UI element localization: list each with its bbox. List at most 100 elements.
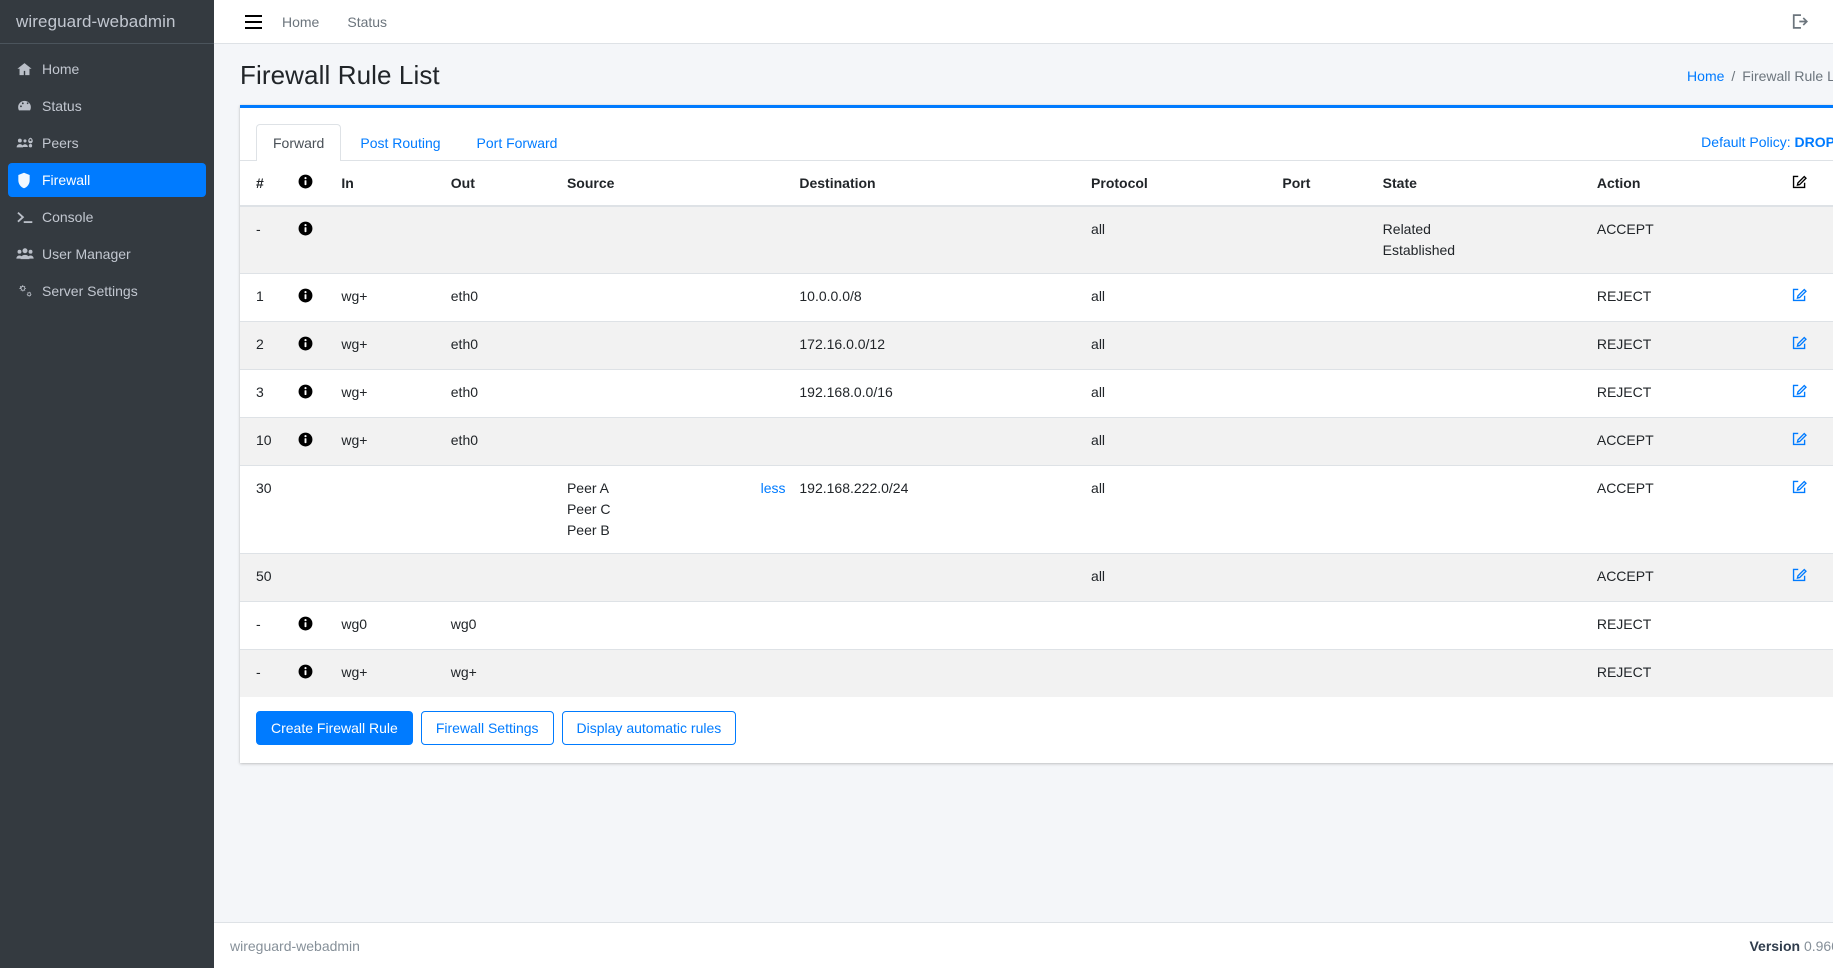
sidebar-item-home[interactable]: Home <box>8 52 206 86</box>
header-state: State <box>1374 161 1589 207</box>
info-icon[interactable] <box>298 664 313 685</box>
cell-state <box>1374 465 1589 554</box>
sidebar-item-firewall[interactable]: Firewall <box>8 163 206 197</box>
topbar-item-home[interactable]: Home <box>282 13 320 30</box>
cell-num: - <box>240 649 291 697</box>
hamburger-icon[interactable] <box>238 7 268 37</box>
tab-port-forward[interactable]: Port Forward <box>476 135 558 151</box>
breadcrumb-home[interactable]: Home <box>1687 67 1725 84</box>
table-row: 30 Peer A Peer C Peer B less 192.168.222.0/24… <box>240 465 1833 554</box>
terminal-icon <box>16 209 42 226</box>
card-wrapper: Forward Post Routing Port Forward Defaul… <box>214 105 1833 763</box>
cell-out: eth0 <box>442 321 559 370</box>
source-item: Peer C <box>566 501 611 517</box>
header-source-extra <box>752 161 792 207</box>
info-icon[interactable] <box>298 616 313 637</box>
cell-num: 3 <box>240 369 291 418</box>
cell-source <box>558 369 753 418</box>
cell-in: wg0 <box>333 601 443 650</box>
cell-info <box>290 273 334 322</box>
edit-icon[interactable] <box>1791 478 1808 501</box>
content-spacer <box>214 763 1833 922</box>
cell-destination: 172.16.0.0/12 <box>791 321 1084 370</box>
cell-out: eth0 <box>442 369 559 418</box>
create-firewall-rule-button[interactable]: Create Firewall Rule <box>256 711 413 745</box>
source-item: Peer B <box>566 522 610 538</box>
edit-icon[interactable] <box>1791 173 1808 193</box>
info-icon[interactable] <box>298 336 313 357</box>
cell-source-toggle <box>752 273 792 322</box>
edit-icon[interactable] <box>1791 430 1808 453</box>
cell-protocol <box>1083 601 1275 650</box>
source-item: Peer A <box>566 480 609 496</box>
cell-source-toggle <box>752 321 792 370</box>
cell-destination <box>791 553 1084 602</box>
cell-protocol <box>1083 649 1275 697</box>
cell-out: eth0 <box>442 417 559 466</box>
breadcrumb-current: Firewall Rule Lis <box>1742 67 1833 84</box>
tabs-row: Forward Post Routing Port Forward Defaul… <box>240 124 1833 161</box>
sidebar-item-console[interactable]: Console <box>8 200 206 234</box>
users-icon <box>16 246 42 263</box>
cell-in: wg+ <box>333 273 443 322</box>
sidebar-item-peers[interactable]: Peers <box>8 126 206 160</box>
card-body: Forward Post Routing Port Forward Defaul… <box>240 108 1833 763</box>
logout-icon[interactable] <box>1781 5 1815 39</box>
info-icon[interactable] <box>298 221 313 242</box>
cell-protocol: all <box>1083 417 1275 466</box>
sidebar-nav: Home Status Peers <box>0 44 214 311</box>
source-toggle-link[interactable]: less <box>760 480 786 496</box>
cell-info <box>290 465 334 554</box>
tab-post-routing[interactable]: Post Routing <box>360 135 441 151</box>
sidebar-item-user-manager[interactable]: User Manager <box>8 237 206 271</box>
cell-source <box>558 205 753 274</box>
header-source: Source <box>558 161 753 207</box>
sidebar-item-status[interactable]: Status <box>8 89 206 123</box>
header-destination: Destination <box>791 161 1084 207</box>
cell-info <box>290 553 334 602</box>
edit-icon[interactable] <box>1791 566 1808 589</box>
cell-out: eth0 <box>442 273 559 322</box>
tab-forward[interactable]: Forward <box>256 124 342 161</box>
sidebar-item-server-settings[interactable]: Server Settings <box>8 274 206 308</box>
header-port: Port <box>1274 161 1375 207</box>
cell-num: - <box>240 601 291 650</box>
info-icon[interactable] <box>298 288 313 309</box>
display-automatic-rules-button[interactable]: Display automatic rules <box>561 711 737 745</box>
cell-edit <box>1782 601 1833 650</box>
footer: wireguard-webadmin Version 0.960 <box>214 922 1833 968</box>
default-policy-label: Default Policy: <box>1701 134 1791 150</box>
cell-protocol: all <box>1083 465 1275 554</box>
gauge-icon <box>16 98 42 115</box>
topbar-item-status[interactable]: Status <box>347 13 388 30</box>
default-policy[interactable]: Default Policy: DROP <box>1701 134 1833 160</box>
action-button-row: Create Firewall Rule Firewall Settings D… <box>240 697 1833 749</box>
header-edit-icon[interactable] <box>1782 161 1833 207</box>
sidebar-item-label: Console <box>42 209 94 225</box>
footer-left: wireguard-webadmin <box>230 937 360 954</box>
edit-icon[interactable] <box>1791 334 1808 357</box>
cell-source-toggle <box>752 205 792 274</box>
header-out: Out <box>442 161 559 207</box>
cell-out: wg+ <box>442 649 559 697</box>
edit-icon[interactable] <box>1791 286 1808 309</box>
cell-protocol: all <box>1083 205 1275 274</box>
edit-icon[interactable] <box>1791 382 1808 405</box>
cell-port <box>1274 321 1375 370</box>
cell-source <box>558 273 753 322</box>
state-item: Established <box>1382 242 1456 258</box>
cell-action: REJECT <box>1588 601 1783 650</box>
brand-label: wireguard-webadmin <box>16 11 176 31</box>
cell-source-toggle <box>752 553 792 602</box>
cell-edit <box>1782 369 1833 418</box>
info-icon[interactable] <box>298 384 313 405</box>
sidebar-brand[interactable]: wireguard-webadmin <box>0 0 214 44</box>
firewall-settings-button[interactable]: Firewall Settings <box>420 711 554 745</box>
cell-source-toggle <box>752 649 792 697</box>
info-icon[interactable] <box>298 432 313 453</box>
cell-port <box>1274 553 1375 602</box>
firewall-rules-card: Forward Post Routing Port Forward Defaul… <box>240 105 1833 763</box>
cell-action: REJECT <box>1588 321 1783 370</box>
cell-in <box>333 205 443 274</box>
cell-port <box>1274 417 1375 466</box>
